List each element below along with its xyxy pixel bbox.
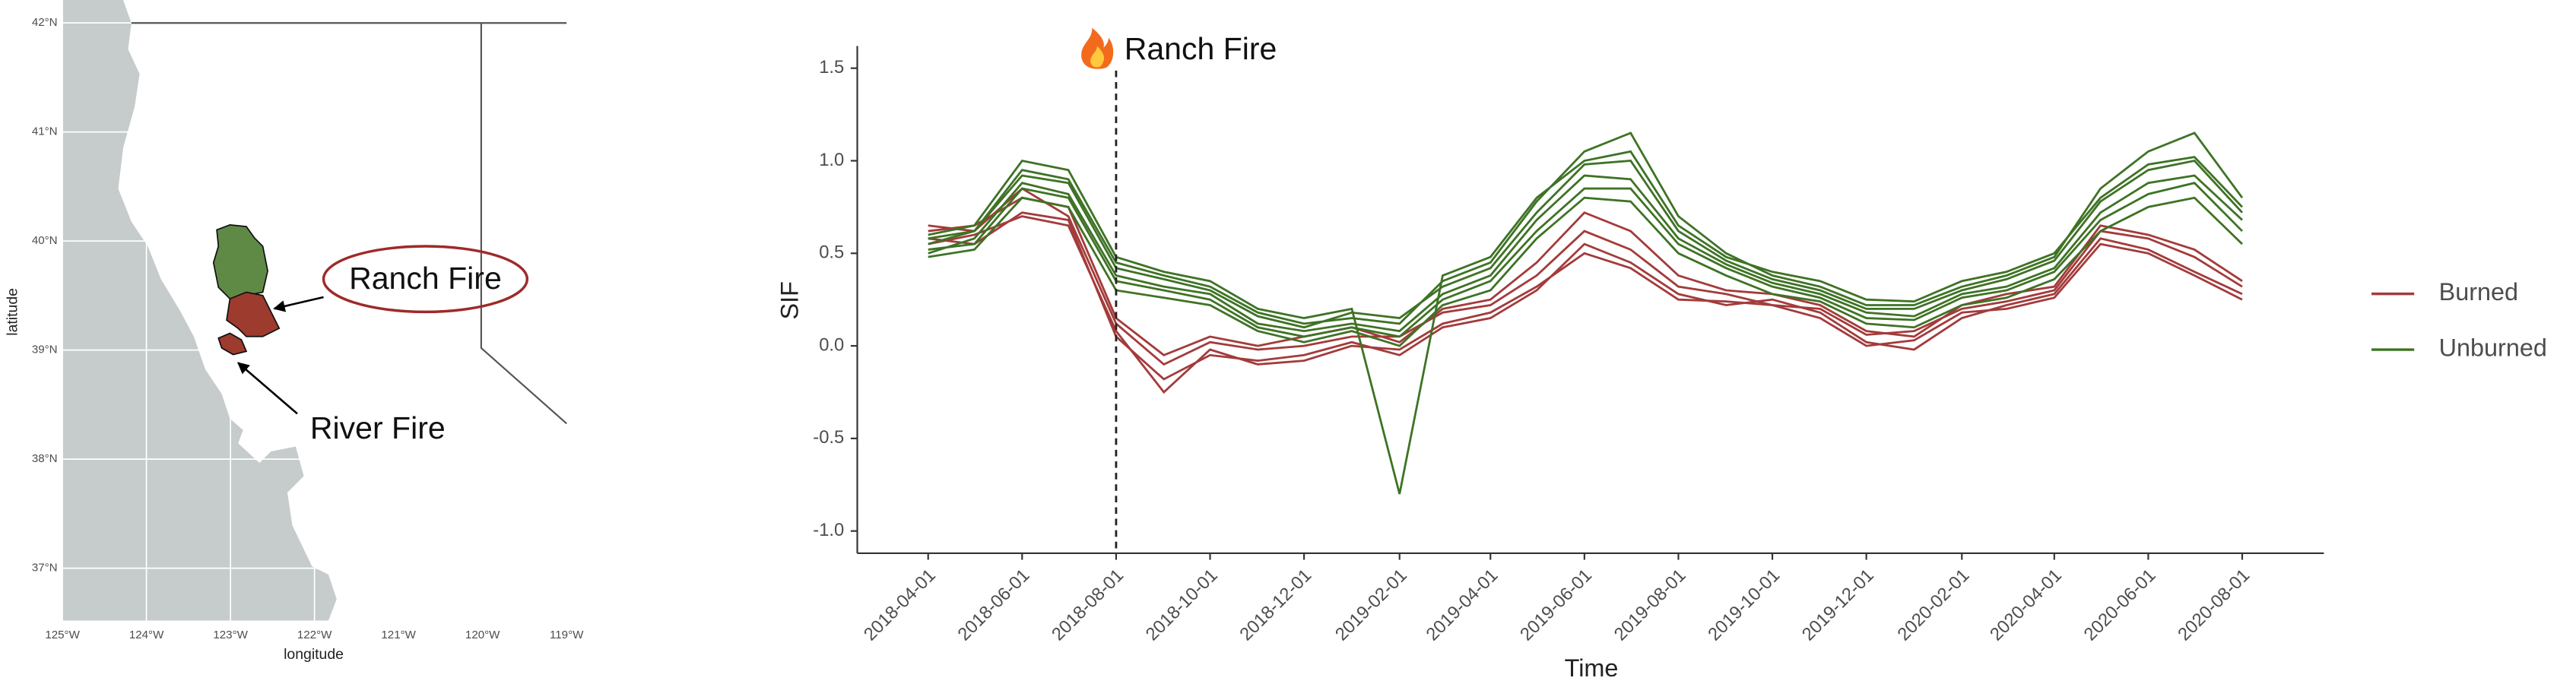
- x-tick-label: 2018-08-01: [1048, 565, 1128, 644]
- y-axis-label: latitude: [4, 288, 21, 336]
- x-tick-label: 2019-08-01: [1610, 565, 1690, 644]
- x-tick-label: 120°W: [465, 629, 500, 641]
- y-tick-label: -1.0: [813, 520, 844, 540]
- legend-label: Unburned: [2439, 334, 2547, 362]
- y-tick-label: -0.5: [813, 427, 844, 448]
- y-tick-label: 41°N: [32, 125, 58, 138]
- map-panel: Ranch Fire River Fire longitude latitude…: [4, 0, 584, 663]
- map-features: Ranch Fire River Fire: [131, 22, 567, 445]
- x-tick-label: 2020-04-01: [1986, 565, 2066, 644]
- legend-label: Burned: [2439, 278, 2518, 306]
- series-line: [928, 211, 2243, 381]
- highlight-ellipse: [322, 245, 529, 314]
- y-tick-label: 42°N: [32, 16, 58, 29]
- y-tick-label: 39°N: [32, 344, 58, 356]
- y-tick-label: 0.5: [819, 242, 844, 263]
- ranch-fire-area: [226, 291, 281, 337]
- x-tick-label: 122°W: [297, 629, 332, 641]
- x-tick-label: 2018-06-01: [953, 565, 1033, 644]
- x-tick-label: 2020-08-01: [2174, 565, 2254, 644]
- x-tick-label: 2018-12-01: [1236, 565, 1315, 644]
- x-tick-label: 2019-06-01: [1516, 565, 1596, 644]
- ocean: [62, 0, 337, 621]
- x-tick-label: 2019-10-01: [1704, 565, 1784, 644]
- river-fire-area: [217, 332, 248, 356]
- x-tick-label: 123°W: [213, 629, 248, 641]
- x-tick-label: 2018-10-01: [1142, 565, 1222, 644]
- x-tick-label: 2019-02-01: [1331, 565, 1411, 644]
- y-tick-label: 0.0: [819, 334, 844, 355]
- x-tick-label: 2020-06-01: [2080, 565, 2160, 644]
- state-border: [480, 23, 567, 425]
- arrow: [273, 296, 324, 312]
- arrow: [237, 362, 298, 415]
- x-axis-label: Time: [1565, 654, 1619, 682]
- series-line: [928, 174, 2243, 333]
- x-tick-label: 125°W: [45, 629, 80, 641]
- event-label: Ranch Fire: [1125, 31, 1277, 66]
- series-line: [928, 182, 2244, 338]
- y-tick-label: 37°N: [32, 562, 58, 575]
- fire-icon-core: [1090, 46, 1105, 68]
- x-tick-label: 2020-02-01: [1893, 565, 1973, 644]
- series-line: [928, 196, 2243, 347]
- y-tick-label: 1.5: [819, 57, 844, 78]
- series-line: [928, 215, 2243, 394]
- x-axis-label: longitude: [284, 646, 344, 663]
- y-tick-label: 38°N: [32, 452, 58, 465]
- x-tick-label: 119°W: [550, 629, 584, 641]
- series-line: [928, 159, 2244, 329]
- figure-content: Ranch Fire River Fire longitude latitude…: [4, 0, 2547, 682]
- series-line: [928, 187, 2243, 366]
- y-axis-label: SIF: [776, 281, 804, 319]
- map-annotation: Ranch Fire: [349, 261, 502, 296]
- x-tick-label: 121°W: [381, 629, 416, 641]
- x-tick-label: 2019-12-01: [1798, 565, 1878, 644]
- x-tick-label: 124°W: [129, 629, 164, 641]
- x-tick-label: 2019-04-01: [1422, 565, 1502, 644]
- y-tick-label: 1.0: [819, 150, 844, 170]
- x-tick-label: 2018-04-01: [860, 565, 940, 644]
- series-line: [928, 150, 2244, 495]
- map-annotation: River Fire: [310, 410, 446, 445]
- series-line: [928, 131, 2244, 325]
- y-tick-label: 40°N: [32, 234, 58, 247]
- unburned-area: [212, 224, 268, 300]
